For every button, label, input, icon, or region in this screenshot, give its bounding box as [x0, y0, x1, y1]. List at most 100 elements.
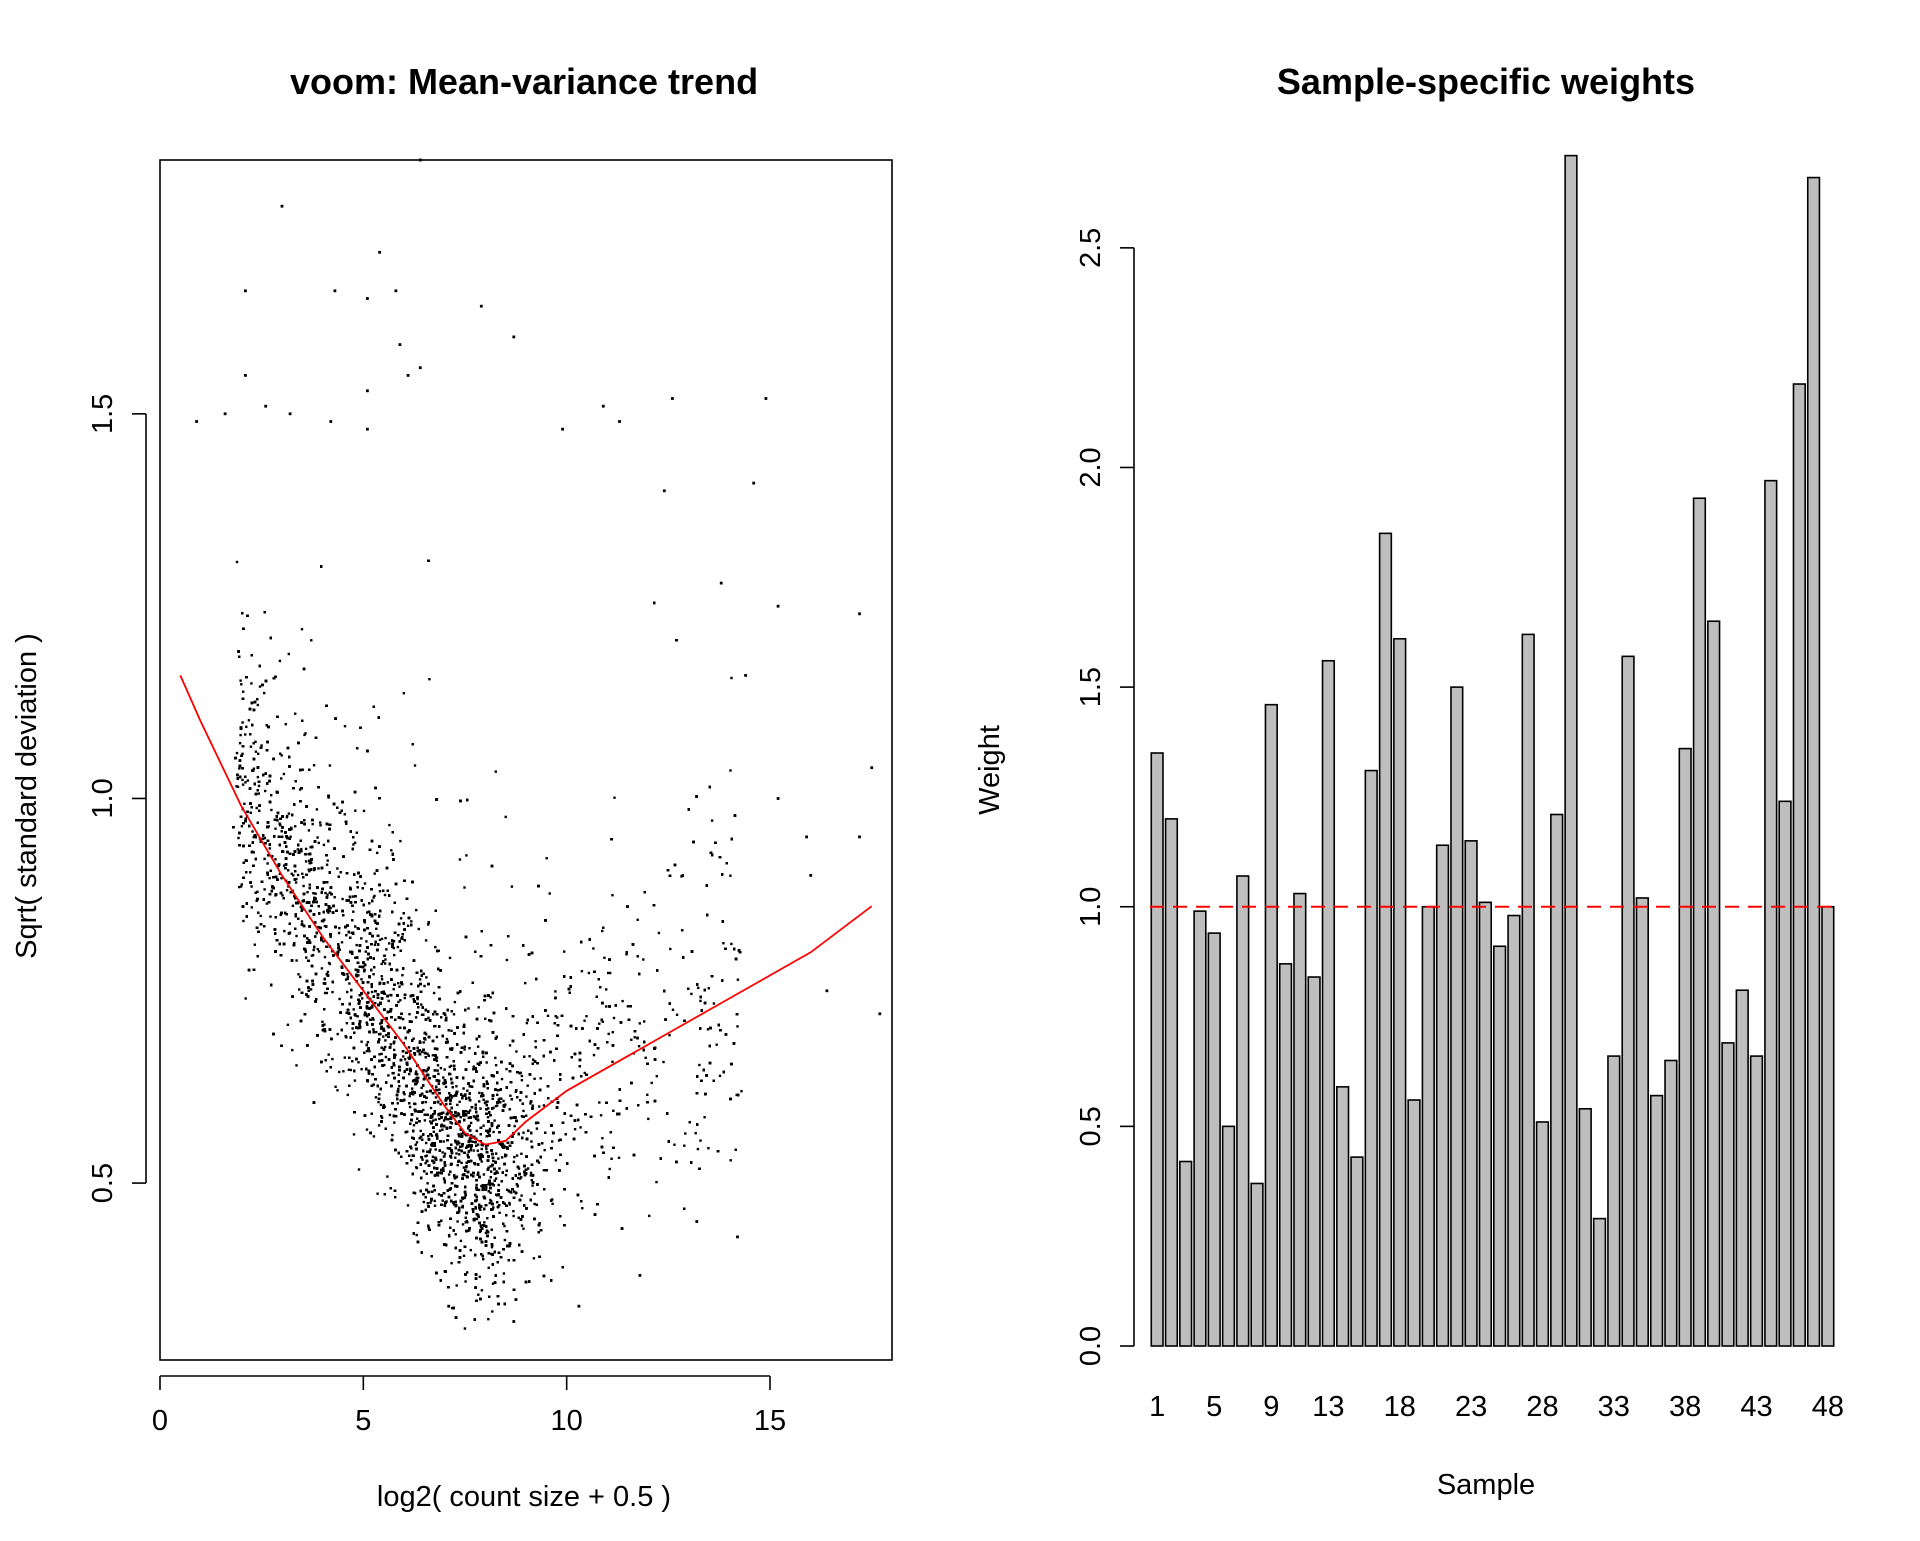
- scatter-point: [380, 975, 383, 978]
- scatter-point: [346, 1093, 349, 1097]
- scatter-point: [346, 972, 349, 976]
- scatter-point: [457, 1140, 460, 1143]
- scatter-point: [265, 902, 269, 905]
- scatter-point: [263, 888, 266, 891]
- scatter-point: [375, 1030, 378, 1034]
- scatter-point: [579, 1126, 582, 1129]
- scatter-point: [337, 943, 340, 946]
- scatter-point: [240, 883, 243, 886]
- scatter-point: [426, 1182, 429, 1185]
- scatter-point: [244, 997, 247, 1000]
- scatter-point: [352, 1008, 355, 1011]
- scatter-point: [393, 1121, 396, 1124]
- scatter-point: [316, 836, 319, 839]
- scatter-point: [345, 1022, 349, 1025]
- scatter-point: [309, 988, 313, 991]
- scatter-point: [384, 1039, 387, 1042]
- scatter-point: [352, 910, 355, 913]
- scatter-point: [239, 679, 242, 682]
- scatter-point: [429, 1148, 432, 1151]
- scatter-point: [295, 877, 298, 881]
- scatter-point: [328, 909, 332, 913]
- scatter-point: [354, 925, 357, 928]
- scatter-point: [500, 1077, 504, 1081]
- scatter-point: [671, 1008, 675, 1011]
- scatter-point: [456, 1143, 459, 1146]
- scatter-point: [486, 1100, 489, 1103]
- scatter-point: [274, 858, 277, 861]
- scatter-point: [408, 1072, 411, 1076]
- scatter-point: [287, 812, 291, 815]
- scatter-point: [479, 1208, 482, 1211]
- scatter-point: [548, 892, 551, 895]
- scatter-point: [314, 935, 317, 938]
- scatter-point: [362, 809, 366, 813]
- scatter-point: [464, 1280, 467, 1283]
- scatter-point: [482, 1258, 485, 1261]
- scatter-point: [448, 956, 452, 960]
- scatter-point: [263, 857, 266, 861]
- scatter-point: [706, 1028, 710, 1031]
- scatter-point: [270, 808, 273, 812]
- scatter-point: [379, 1103, 383, 1107]
- scatter-point: [513, 1190, 516, 1193]
- scatter-point: [254, 740, 257, 743]
- scatter-point: [401, 1099, 404, 1103]
- scatter-point: [471, 1140, 474, 1143]
- scatter-point: [327, 796, 330, 799]
- scatter-point: [329, 906, 332, 910]
- scatter-point: [375, 927, 378, 930]
- scatter-point: [407, 1046, 411, 1049]
- scatter-point: [371, 1004, 374, 1007]
- scatter-point: [417, 1076, 420, 1080]
- scatter-point: [427, 923, 430, 926]
- scatter-point: [533, 1202, 536, 1206]
- scatter-point: [442, 1119, 446, 1122]
- scatter-point: [556, 1016, 559, 1019]
- scatter-point: [337, 945, 340, 948]
- scatter-point: [349, 1068, 352, 1072]
- scatter-point: [304, 847, 308, 851]
- scatter-point: [376, 851, 379, 855]
- scatter-point: [496, 1093, 499, 1096]
- scatter-point: [517, 1167, 521, 1170]
- scatter-point: [316, 948, 319, 951]
- scatter-point: [475, 1129, 478, 1133]
- scatter-point: [336, 1032, 339, 1036]
- scatter-point: [325, 991, 328, 995]
- scatter-point: [442, 1140, 445, 1143]
- scatter-point: [673, 1143, 676, 1146]
- scatter-point: [429, 1201, 432, 1204]
- scatter-point: [557, 1139, 561, 1142]
- scatter-point: [690, 992, 693, 996]
- scatter-point: [463, 886, 466, 889]
- scatter-point: [478, 1100, 481, 1103]
- scatter-point: [348, 982, 351, 985]
- scatter-point: [437, 1113, 440, 1117]
- scatter-point: [300, 920, 304, 923]
- scatter-point: [452, 1094, 455, 1098]
- scatter-point: [467, 1116, 470, 1120]
- scatter-point: [357, 1061, 360, 1064]
- scatter-point: [443, 1068, 446, 1071]
- scatter-point: [443, 1181, 447, 1184]
- scatter-point: [315, 808, 319, 811]
- scatter-point: [258, 685, 262, 688]
- scatter-x-axis-label: log2( count size + 0.5 ): [377, 1481, 671, 1513]
- scatter-point: [535, 1127, 539, 1130]
- scatter-point: [249, 871, 252, 874]
- scatter-point: [487, 1107, 490, 1110]
- scatter-point: [592, 1053, 596, 1057]
- scatter-point: [284, 723, 287, 726]
- scatter-point: [432, 1119, 435, 1122]
- scatter-point: [630, 1038, 633, 1041]
- scatter-point: [452, 1203, 456, 1206]
- scatter-point: [278, 822, 281, 825]
- scatter-point: [480, 1147, 483, 1151]
- scatter-point: [373, 943, 377, 946]
- scatter-point: [472, 1068, 475, 1071]
- scatter-point: [370, 985, 373, 989]
- scatter-point: [286, 814, 289, 818]
- scatter-point: [406, 1204, 410, 1207]
- scatter-point: [478, 1230, 482, 1234]
